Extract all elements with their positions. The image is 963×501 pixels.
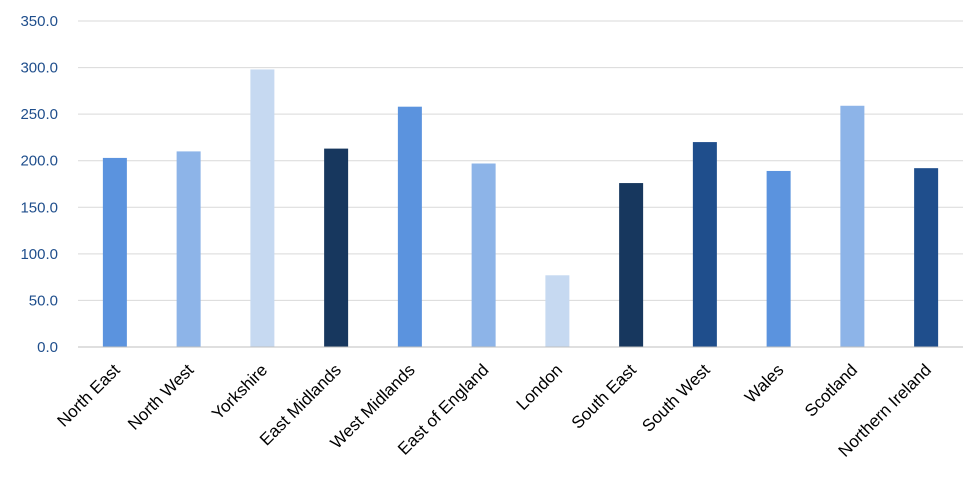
bar xyxy=(545,275,570,347)
bar xyxy=(324,148,349,347)
bar xyxy=(471,163,496,347)
bar xyxy=(766,170,791,347)
bars xyxy=(102,69,939,347)
x-category-label: Wales xyxy=(741,360,787,406)
gridlines xyxy=(78,20,963,301)
bar xyxy=(692,142,717,347)
x-category-label: Scotland xyxy=(801,360,861,420)
x-category-label: Yorkshire xyxy=(208,360,271,423)
bar xyxy=(397,106,422,347)
y-tick-label: 0.0 xyxy=(37,339,58,356)
bar xyxy=(914,168,939,347)
y-tick-label: 200.0 xyxy=(20,153,58,170)
bar xyxy=(102,157,127,347)
bar xyxy=(250,69,275,347)
y-axis-ticks: 0.0 50.0 100.0 150.0 200.0 250.0 300.0 350.0 xyxy=(20,13,58,356)
x-category-label: South West xyxy=(638,360,714,436)
y-tick-label: 50.0 xyxy=(29,292,58,309)
x-category-label: North East xyxy=(53,360,123,430)
y-tick-label: 300.0 xyxy=(20,60,58,77)
bar xyxy=(176,151,201,347)
y-tick-label: 100.0 xyxy=(20,246,58,263)
x-category-label: London xyxy=(513,360,567,414)
x-category-label: South East xyxy=(568,360,640,432)
x-category-label: North West xyxy=(124,360,198,434)
y-tick-label: 250.0 xyxy=(20,106,58,123)
y-tick-label: 350.0 xyxy=(20,13,58,30)
bar xyxy=(619,183,644,347)
y-tick-label: 150.0 xyxy=(20,199,58,216)
bar xyxy=(840,105,865,347)
